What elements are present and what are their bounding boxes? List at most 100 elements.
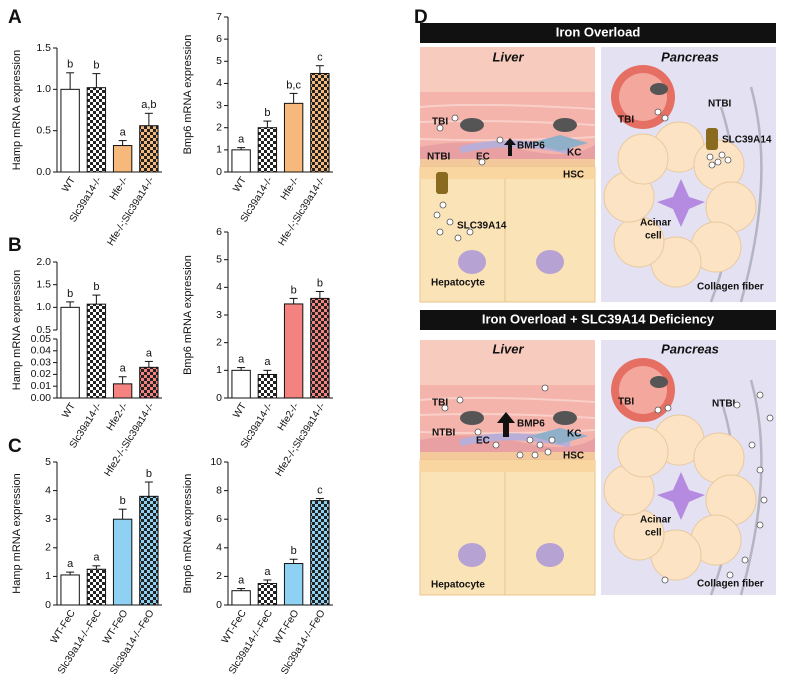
iron-dot — [478, 158, 486, 166]
significance-letter: a — [264, 566, 271, 578]
y-tick-label: 0.00 — [31, 392, 52, 404]
heading: Liver — [492, 49, 524, 64]
y-tick-label: 0.02 — [31, 368, 52, 380]
label: BMP6 — [517, 141, 545, 152]
label: EC — [476, 152, 490, 163]
error-bar — [144, 481, 153, 497]
iron-dot — [441, 404, 449, 412]
y-tick-label: 2 — [216, 121, 222, 133]
y-tick-label: 1 — [45, 570, 51, 582]
iron-dot — [496, 136, 504, 144]
bar — [310, 297, 330, 399]
y-axis-title: Bmp6 mRNA expression — [182, 255, 194, 375]
liver-illustration — [420, 340, 595, 595]
iron-dot — [654, 108, 662, 116]
heading: Pancreas — [661, 341, 719, 356]
iron-dot — [760, 496, 768, 504]
y-tick-label: 0.04 — [31, 345, 52, 357]
title-bar — [420, 23, 776, 43]
section-title: Iron Overload — [556, 24, 641, 39]
significance-letter: b — [93, 60, 99, 72]
bar — [86, 303, 107, 399]
significance-letter: b — [67, 288, 73, 300]
y-axis-title: Bmp6 mRNA expression — [182, 474, 194, 594]
error-bar — [263, 579, 272, 584]
bar — [257, 373, 278, 399]
label: NTBI — [427, 152, 451, 163]
arrow — [504, 138, 516, 156]
error-bar — [289, 92, 298, 104]
bar — [310, 500, 330, 606]
significance-letter: a — [67, 558, 74, 570]
y-tick-label: 4 — [216, 77, 222, 89]
error-bar — [66, 301, 75, 308]
y-tick-label: 1.0 — [36, 301, 51, 313]
bar — [139, 495, 159, 606]
iron-dot — [454, 234, 462, 242]
x-tick-label: WT-FeC — [220, 608, 249, 645]
y-tick-label: 4 — [216, 281, 222, 293]
iron-dot — [439, 201, 447, 209]
label: TBI — [618, 397, 634, 408]
y-tick-label: 2.0 — [36, 256, 51, 268]
iron-dot — [531, 451, 539, 459]
y-tick-label: 1 — [216, 364, 222, 376]
error-bar — [289, 297, 298, 304]
iron-dot — [436, 228, 444, 236]
bar — [231, 590, 251, 606]
error-bar — [315, 497, 324, 501]
label: NTBI — [712, 399, 736, 410]
y-tick-label: 7 — [216, 11, 222, 23]
x-tick-label: Hfe2-/-;Slc39a14-/- — [274, 401, 328, 478]
iron-dot — [756, 466, 764, 474]
error-bar — [315, 290, 324, 299]
bar — [86, 87, 107, 173]
heading: Pancreas — [661, 49, 719, 64]
title-bar — [420, 310, 776, 330]
iron-dot — [548, 436, 556, 444]
significance-letter: c — [317, 52, 323, 64]
x-tick-label: Hfe-/- — [279, 175, 302, 202]
y-tick-label: 1.5 — [36, 278, 51, 290]
iron-dot — [433, 211, 441, 219]
significance-letter: a,b — [141, 99, 156, 111]
error-bar — [263, 369, 272, 375]
y-tick-label: 0.5 — [36, 124, 51, 136]
bar — [231, 149, 251, 173]
panel-label: D — [414, 7, 428, 28]
iron-dot — [541, 384, 549, 392]
x-tick-label: Hfe2-/- — [105, 401, 131, 433]
y-tick-label: 0.5 — [36, 324, 51, 336]
iron-dot — [664, 404, 672, 412]
error-bar — [289, 558, 298, 564]
bar — [139, 366, 159, 399]
y-axis-title: Bmp6 mRNA expression — [182, 35, 194, 155]
label: Acinar — [640, 515, 671, 526]
error-bar — [144, 360, 153, 368]
iron-dot — [474, 428, 482, 436]
significance-letter: a — [238, 353, 245, 365]
transporter-icon — [436, 172, 448, 194]
y-tick-label: 5 — [216, 253, 222, 265]
x-tick-label: WT — [60, 401, 78, 420]
y-tick-label: 1.5 — [36, 42, 51, 54]
iron-dot — [661, 576, 669, 584]
bar — [112, 145, 133, 173]
y-axis-title: Hamp mRNA expression — [11, 473, 23, 593]
heading: Liver — [492, 341, 524, 356]
bar — [257, 127, 278, 173]
significance-letter: b — [291, 284, 297, 296]
error-bar — [237, 367, 246, 371]
bar — [283, 102, 304, 173]
y-tick-label: 2 — [45, 542, 51, 554]
error-bar — [92, 294, 101, 305]
pancreas-illustration — [599, 45, 778, 304]
error-bar — [237, 588, 246, 591]
label: HSC — [563, 451, 584, 462]
arrow — [497, 412, 515, 437]
y-tick-label: 4 — [216, 542, 222, 554]
x-tick-label: WT — [60, 175, 78, 194]
bar — [112, 518, 133, 606]
iron-dot — [718, 151, 726, 159]
